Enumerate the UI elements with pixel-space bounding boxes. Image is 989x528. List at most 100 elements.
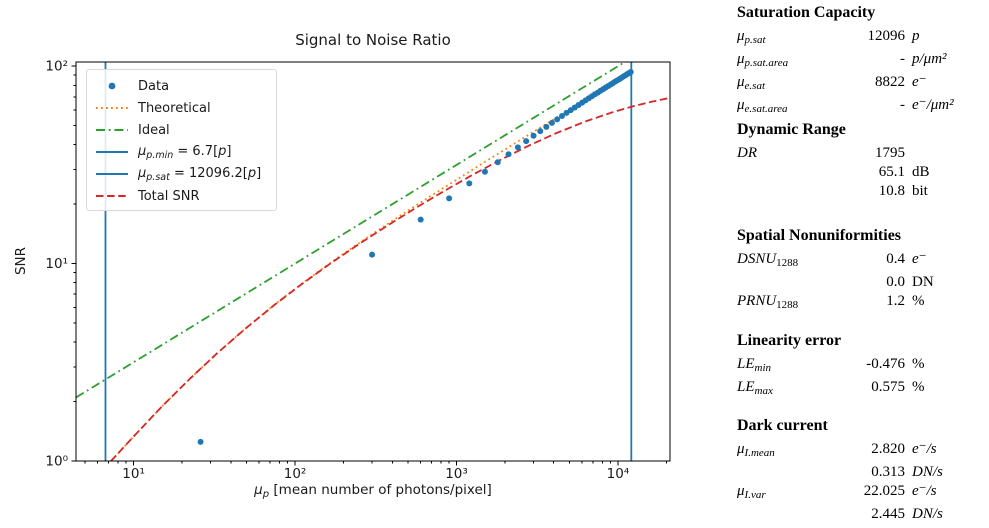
- stat-value: -: [900, 97, 905, 113]
- solid-marker-icon: [96, 173, 128, 175]
- stat-value: 0.4: [886, 251, 905, 267]
- legend-item: Theoretical: [95, 97, 276, 119]
- legend-label: μp.min = 6.7[p]: [138, 144, 232, 161]
- legend-item: μp.min = 6.7[p]: [95, 141, 276, 163]
- stat-label: DR: [737, 144, 817, 163]
- y-tick-label: 10²: [45, 59, 68, 75]
- stat-row: 0.313 DN/s: [737, 463, 987, 482]
- stat-label: [737, 505, 817, 524]
- stat-unit: e⁻/s: [912, 441, 937, 457]
- stat-label-segment: p.sat: [744, 34, 766, 46]
- chart-legend: Data Theoretical Ideal μp.min = 6.7[p] μp.sa…: [86, 69, 277, 211]
- dashed-marker-icon: [96, 195, 128, 197]
- legend-label-segment: μ: [138, 165, 147, 181]
- stat-row: 2.445 DN/s: [737, 505, 987, 524]
- stat-row: DR 1795: [737, 144, 987, 163]
- series-line-total-snr: [110, 96, 670, 461]
- stat-label-segment: μ: [737, 483, 745, 499]
- y-axis-label: SNR: [13, 246, 29, 276]
- stat-row: μI.var 22.025 e⁻/s: [737, 482, 987, 505]
- stats-section-title: Spatial Nonuniformities: [737, 227, 902, 244]
- legend-label: Total SNR: [138, 189, 200, 204]
- stats-section-linearity-error: Linearity error LEmin -0.476% LEmax 0.575%: [737, 331, 987, 401]
- stat-row: μe.sat 8822 e⁻: [737, 73, 987, 96]
- stat-label-segment: 1288: [776, 299, 799, 311]
- x-tick-label: 10⁴: [607, 466, 630, 482]
- stat-row: μp.sat.area - p/μm²: [737, 50, 987, 73]
- stat-unit: p: [912, 28, 920, 44]
- stat-unit: DN: [912, 274, 934, 290]
- y-tick-label: 10⁰: [45, 454, 68, 470]
- legend-item: μp.sat = 12096.2[p]: [95, 163, 276, 185]
- stat-unit: DN/s: [912, 506, 943, 522]
- stat-row: 10.8 bit: [737, 182, 987, 201]
- legend-item: Data: [95, 75, 276, 97]
- stat-row: μe.sat.area - e⁻/μm²: [737, 96, 987, 119]
- stats-section-title: Dark current: [737, 417, 828, 434]
- x-axis-label-rest: [mean number of photons/pixel]: [269, 482, 492, 498]
- x-tick-label: 10¹: [122, 466, 145, 482]
- stat-unit: e⁻/s: [912, 483, 937, 499]
- legend-label: μp.sat = 12096.2[p]: [138, 166, 261, 183]
- stat-label-segment: DSNU: [737, 251, 777, 267]
- x-axis-label-mu: μ: [254, 482, 263, 498]
- legend-label: Data: [138, 79, 169, 94]
- stat-label: LEmax: [737, 378, 817, 401]
- stat-unit: %: [912, 293, 925, 309]
- legend-label-segment: Data: [138, 78, 170, 94]
- stat-label-segment: PRNU: [737, 293, 777, 309]
- stat-label-segment: LE: [737, 379, 755, 395]
- stat-unit: e⁻/μm²: [912, 97, 954, 113]
- stat-row: 0.0 DN: [737, 273, 987, 292]
- stat-value: -: [900, 51, 905, 67]
- legend-item: Ideal: [95, 119, 276, 141]
- legend-label-segment: ]: [256, 165, 262, 181]
- x-tick-label: 10³: [445, 466, 468, 482]
- chart-title: Signal to Noise Ratio: [295, 31, 451, 49]
- stat-value: 22.025: [863, 483, 905, 499]
- stats-section-title: Linearity error: [737, 332, 842, 349]
- stat-row: PRNU1288 1.2%: [737, 292, 987, 315]
- legend-label: Ideal: [138, 123, 170, 138]
- legend-label-segment: Ideal: [138, 122, 170, 138]
- stat-label-segment: μ: [737, 97, 745, 113]
- legend-label-segment: Total SNR: [138, 188, 200, 204]
- stat-value: -0.476: [866, 356, 905, 372]
- legend-label-segment: Theoretical: [138, 100, 211, 116]
- stat-row: μI.mean 2.820 e⁻/s: [737, 440, 987, 463]
- stat-label-segment: max: [754, 385, 773, 397]
- stat-value: 1.2: [886, 293, 905, 309]
- stat-label: μI.mean: [737, 440, 817, 463]
- stat-label: μe.sat: [737, 73, 817, 96]
- stat-label-segment: e.sat.area: [744, 103, 788, 115]
- stat-value: 0.575: [871, 379, 905, 395]
- stat-value: 1795: [875, 145, 905, 161]
- stat-label: DSNU1288: [737, 250, 817, 273]
- x-axis-label-sub: p: [262, 489, 270, 500]
- legend-label: Theoretical: [138, 101, 211, 116]
- stat-value: 10.8: [878, 183, 905, 199]
- stats-section-title: Dynamic Range: [737, 121, 846, 138]
- dotted-marker-icon: [96, 107, 128, 109]
- stat-label-segment: LE: [737, 356, 755, 372]
- x-tick-label: 10²: [284, 466, 307, 482]
- stat-label-segment: DR: [737, 145, 757, 161]
- stat-unit: p/μm²: [912, 51, 947, 67]
- stat-unit: e⁻: [912, 74, 927, 90]
- stat-value: 65.1: [878, 164, 905, 180]
- stat-label-segment: μ: [737, 28, 745, 44]
- stat-label-segment: μ: [737, 51, 745, 67]
- legend-label-segment: p.sat: [146, 171, 170, 183]
- stat-label-segment: min: [754, 362, 772, 374]
- stat-unit: dB: [912, 164, 930, 180]
- series-data-points: [197, 69, 634, 445]
- stat-value: 12096: [867, 28, 906, 44]
- dashdot-marker-icon: [96, 129, 128, 131]
- legend-label-segment: p.min: [146, 149, 174, 161]
- stat-unit: DN/s: [912, 464, 943, 480]
- chart-series: [76, 62, 670, 461]
- stat-value: 2.820: [871, 441, 905, 457]
- stat-label-segment: I.mean: [744, 447, 775, 459]
- stat-label-segment: μ: [737, 441, 745, 457]
- stat-label: [737, 163, 817, 182]
